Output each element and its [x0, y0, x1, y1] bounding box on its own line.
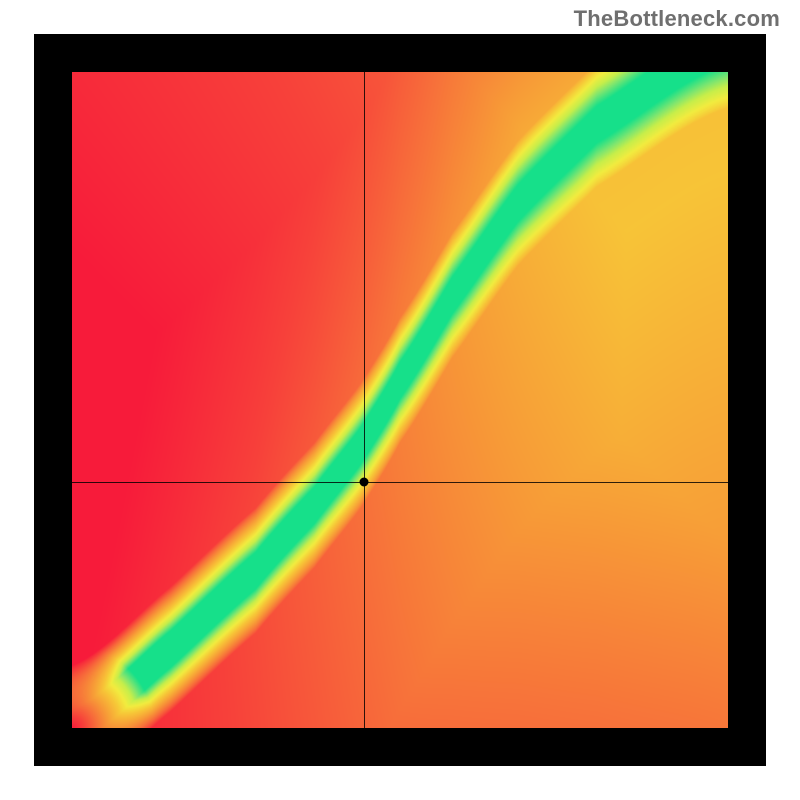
heatmap-canvas — [72, 72, 728, 728]
watermark-text: TheBottleneck.com — [574, 6, 780, 32]
plot-frame — [34, 34, 766, 766]
crosshair-horizontal — [72, 482, 728, 483]
crosshair-point — [359, 478, 368, 487]
crosshair-vertical — [364, 72, 365, 728]
plot-area — [72, 72, 728, 728]
chart-container: TheBottleneck.com — [0, 0, 800, 800]
